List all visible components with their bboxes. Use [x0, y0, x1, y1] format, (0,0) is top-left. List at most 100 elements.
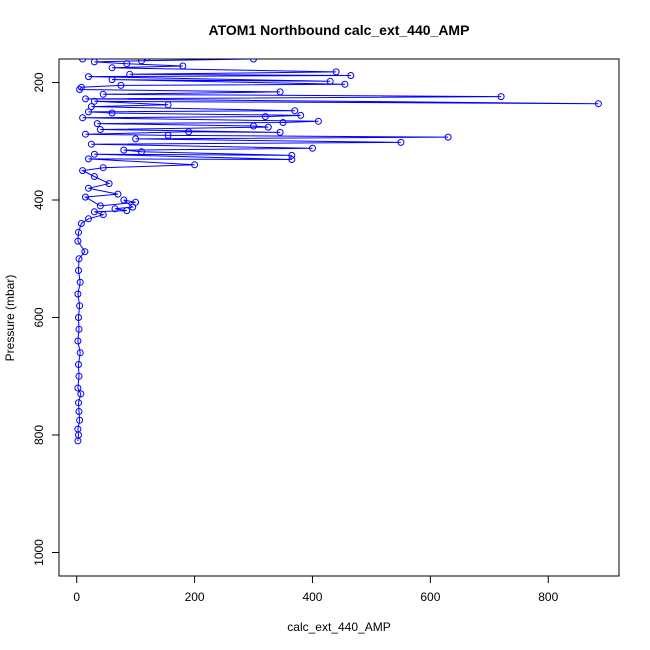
data-point [85, 73, 92, 81]
data-point [132, 135, 140, 143]
data-point [77, 220, 85, 227]
data-point [288, 156, 296, 163]
data-point [74, 290, 82, 298]
data-point [79, 167, 87, 175]
data-point [164, 131, 172, 139]
data-point [309, 144, 316, 152]
data-point [99, 90, 107, 98]
data-point [261, 113, 269, 121]
x-tick-label: 400 [302, 590, 322, 604]
data-point [82, 193, 89, 201]
data-point [138, 148, 145, 156]
data-point [90, 59, 98, 66]
data-point [291, 107, 299, 115]
data-point [105, 180, 113, 188]
chart-title: ATOM1 Northbound calc_ext_440_AMP [209, 22, 470, 38]
y-tick-label: 1000 [32, 539, 46, 566]
y-tick-label: 800 [32, 425, 46, 445]
data-point [74, 237, 82, 245]
data-point [79, 59, 87, 63]
data-point [85, 215, 92, 223]
data-point [250, 122, 257, 130]
data-point [76, 86, 84, 93]
data-point [191, 161, 199, 169]
data-point [99, 164, 107, 172]
data-point [123, 60, 131, 68]
x-tick-label: 800 [538, 590, 558, 604]
data-point [108, 64, 116, 72]
data-point [99, 211, 107, 219]
data-point [77, 390, 85, 398]
data-point [90, 150, 98, 158]
data-point [594, 100, 602, 108]
data-point [96, 202, 104, 210]
data-point [108, 76, 116, 84]
data-point [111, 205, 119, 213]
data-point [326, 77, 334, 85]
data-point [108, 109, 116, 117]
series-group [74, 59, 602, 445]
data-point [75, 372, 83, 380]
data-point [75, 361, 82, 368]
data-point [79, 114, 87, 122]
data-point [75, 314, 82, 321]
data-point [81, 248, 89, 256]
data-point [96, 126, 104, 133]
data-point [288, 151, 296, 159]
y-tick-label: 600 [32, 307, 46, 327]
x-axis: 0 200 400 600 800 [73, 575, 559, 604]
x-tick-label: 0 [73, 590, 80, 604]
data-point [276, 128, 284, 136]
data-point [250, 59, 257, 63]
data-point [120, 146, 128, 154]
data-point [85, 108, 92, 116]
data-point [332, 68, 340, 76]
data-point [75, 267, 82, 274]
data-point [85, 184, 92, 192]
data-point [341, 80, 349, 88]
data-point [87, 140, 95, 148]
data-point [279, 119, 287, 126]
data-point [87, 103, 95, 111]
y-tick-label: 400 [32, 190, 46, 210]
data-point [397, 138, 405, 146]
data-point [297, 111, 305, 119]
data-point [76, 302, 84, 310]
data-point [120, 196, 128, 204]
data-point [76, 278, 84, 286]
series-line [77, 59, 599, 441]
data-point [75, 255, 83, 263]
x-tick-label: 200 [185, 590, 205, 604]
data-point [114, 190, 122, 198]
data-point [74, 337, 82, 345]
data-point [82, 130, 89, 138]
data-point [75, 228, 82, 236]
data-point [77, 83, 85, 91]
data-point [93, 120, 101, 128]
y-axis-title: Pressure (mbar) [3, 275, 17, 362]
x-axis-title: calc_ext_440_AMP [287, 620, 390, 634]
y-axis: 200 400 600 800 1000 [32, 72, 60, 566]
data-point [164, 101, 172, 109]
data-point [74, 384, 82, 392]
data-point [76, 349, 84, 357]
data-point [90, 97, 98, 105]
data-point [75, 408, 83, 415]
data-point [123, 207, 131, 215]
data-point [85, 155, 92, 163]
data-point [276, 88, 284, 96]
data-point [264, 123, 272, 131]
data-point [347, 72, 355, 79]
series-layer [74, 59, 602, 445]
data-point [75, 325, 83, 333]
data-point [126, 70, 134, 78]
data-point [117, 81, 125, 89]
data-point [179, 62, 187, 70]
data-point [138, 59, 145, 65]
y-tick-label: 200 [32, 72, 46, 92]
data-point [314, 117, 322, 125]
data-point [82, 95, 89, 103]
data-point [444, 133, 452, 141]
